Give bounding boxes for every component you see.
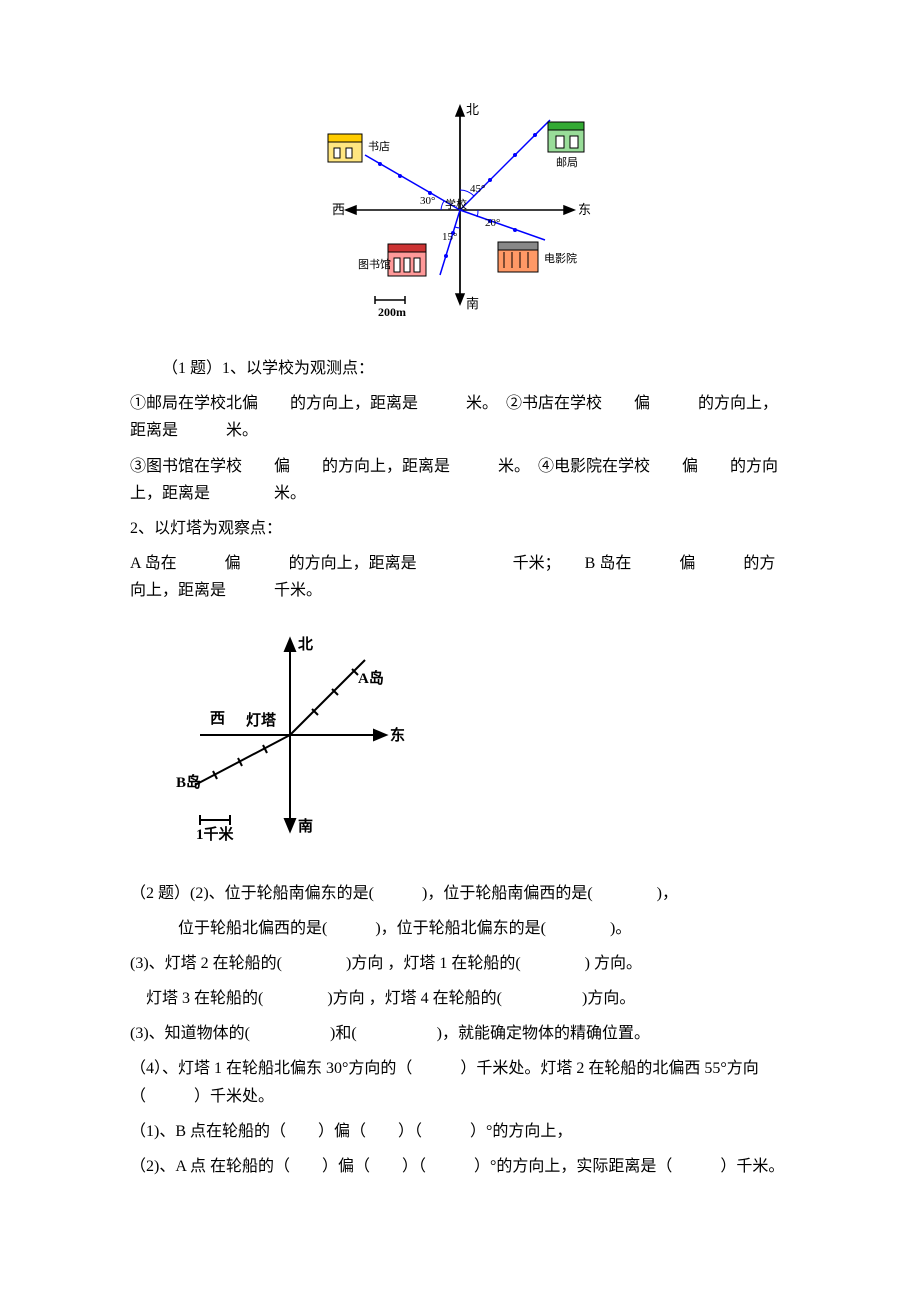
cinema-icon <box>498 242 538 272</box>
scale-label-1: 200m <box>378 305 406 319</box>
diagram-2: 北 南 东 西 灯塔 A岛 B岛 1千米 <box>130 625 790 860</box>
post-office-label: 邮局 <box>556 156 578 169</box>
b2-l3: (3)、知道物体的( )和( )，就能确定物体的精确位置。 <box>130 1020 790 1047</box>
library-label: 图书馆 <box>358 257 391 271</box>
scale-label-2: 1千米 <box>196 825 235 843</box>
q1-line1: ①邮局在学校北偏 的方向上，距离是 米。 ②书店在学校 偏 的方向上，距离是 米… <box>130 390 790 444</box>
bookstore-icon <box>328 134 362 162</box>
diagram-1-svg: 北 南 东 西 学校 45° 30° 20° 15° 书店 邮局 图书馆 电影院… <box>280 100 640 330</box>
west-label: 西 <box>332 202 345 217</box>
diagram-1: 北 南 东 西 学校 45° 30° 20° 15° 书店 邮局 图书馆 电影院… <box>130 100 790 335</box>
b2-l5: （1)、B 点在轮船的（ ）偏（ ）（ ）°的方向上， <box>130 1118 790 1145</box>
q1-line2: ③图书馆在学校 偏 的方向上，距离是 米。 ④电影院在学校 偏 的方向上，距离是… <box>130 453 790 507</box>
library-icon <box>388 244 426 276</box>
south-label: 南 <box>466 296 479 311</box>
diagram-2-svg: 北 南 东 西 灯塔 A岛 B岛 1千米 <box>160 625 420 855</box>
angle-45: 45° <box>470 183 485 195</box>
bookstore-label: 书店 <box>368 139 390 153</box>
post-office-icon <box>548 122 584 152</box>
b2-l2: (3)、灯塔 2 在轮船的( )方向 ，灯塔 1 在轮船的( ) 方向。 <box>130 950 790 977</box>
north-label-2: 北 <box>298 636 313 653</box>
lighthouse-label: 灯塔 <box>246 711 277 729</box>
west-label-2: 西 <box>210 710 225 727</box>
east-label: 东 <box>578 202 591 217</box>
angle-30: 30° <box>420 195 435 207</box>
b2-l1: （2 题）(2)、位于轮船南偏东的是( )，位于轮船南偏西的是( )， <box>130 880 790 907</box>
center-label: 学校 <box>445 197 467 211</box>
cinema-label: 电影院 <box>544 251 577 265</box>
a-island-label: A岛 <box>358 669 384 687</box>
b2-l6: （2)、A 点 在轮船的（ ）偏（ ）（ ）°的方向上，实际距离是（ ）千米。 <box>130 1153 790 1180</box>
b2-l2b: 灯塔 3 在轮船的( )方向 ，灯塔 4 在轮船的( )方向。 <box>130 985 790 1012</box>
south-label-2: 南 <box>298 817 313 835</box>
angle-20: 20° <box>485 217 500 229</box>
north-label: 北 <box>466 102 479 117</box>
b2-l4: （4）、灯塔 1 在轮船北偏东 30°方向的（ ）千米处。灯塔 2 在轮船的北偏… <box>130 1055 790 1109</box>
q2-heading: 2、以灯塔为观察点： <box>130 515 790 542</box>
q2-line1: A 岛在 偏 的方向上，距离是 千米； B 岛在 偏 的方向上，距离是 千米。 <box>130 550 790 604</box>
b2-l1b: 位于轮船北偏西的是( )，位于轮船北偏东的是( )。 <box>130 915 790 942</box>
angle-15: 15° <box>442 231 457 243</box>
east-label-2: 东 <box>390 726 405 744</box>
b-island-label: B岛 <box>176 773 201 791</box>
q1-heading: （1 题）1、以学校为观测点： <box>130 355 790 382</box>
